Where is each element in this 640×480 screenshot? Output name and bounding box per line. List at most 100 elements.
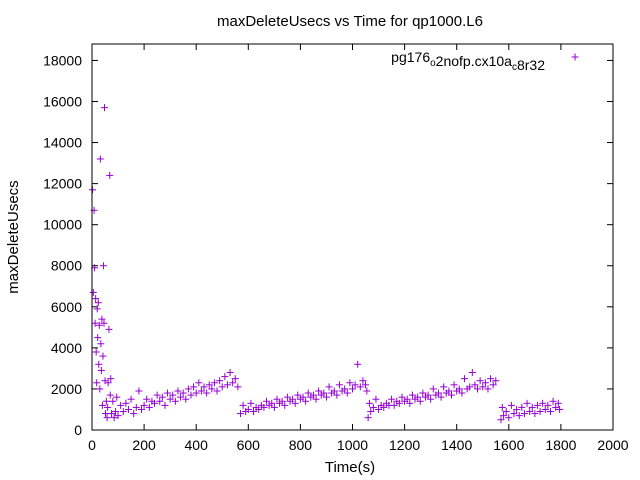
data-point: [98, 315, 106, 323]
data-point: [388, 395, 396, 403]
data-point: [484, 385, 492, 393]
legend-marker-plus: [571, 53, 579, 61]
data-point: [164, 389, 172, 397]
data-point: [229, 379, 237, 387]
data-point: [151, 399, 159, 407]
data-point: [341, 385, 349, 393]
data-point: [349, 385, 356, 393]
data-point: [95, 321, 103, 329]
data-point: [106, 391, 114, 399]
data-point: [101, 104, 109, 112]
data-point: [213, 387, 221, 395]
data-point: [363, 387, 371, 395]
data-point: [476, 377, 484, 385]
data-point: [513, 405, 521, 413]
data-point: [403, 395, 411, 403]
plot-frame: [91, 43, 614, 431]
data-point: [92, 348, 100, 356]
data-point: [458, 389, 466, 397]
data-point: [156, 397, 164, 405]
data-point: [223, 381, 231, 389]
y-tick-label: 18000: [43, 52, 82, 68]
data-point: [380, 403, 388, 411]
data-point: [455, 385, 463, 393]
data-point: [263, 397, 271, 405]
data-point: [515, 412, 523, 420]
data-point: [132, 403, 140, 411]
data-point: [174, 387, 182, 395]
data-point: [103, 414, 111, 422]
data-point: [531, 410, 539, 418]
x-tick-label: 2000: [597, 437, 628, 453]
data-point: [549, 397, 557, 405]
data-point: [518, 403, 526, 411]
data-point: [395, 399, 403, 407]
data-point: [466, 383, 474, 391]
data-point: [102, 410, 110, 418]
data-point: [221, 373, 229, 381]
data-point: [179, 389, 187, 397]
data-point: [541, 405, 549, 413]
data-point: [91, 319, 99, 327]
x-tick-label: 200: [132, 437, 156, 453]
data-point: [130, 410, 138, 418]
data-point: [434, 389, 442, 397]
data-point: [408, 391, 416, 399]
data-point: [145, 403, 153, 411]
data-point: [177, 393, 185, 401]
data-point: [93, 305, 101, 313]
y-tick-label: 6000: [51, 299, 82, 315]
data-point: [343, 389, 351, 397]
data-point: [205, 381, 213, 389]
data-point: [450, 381, 458, 389]
data-points: [89, 104, 564, 424]
y-tick-label: 2000: [51, 381, 82, 397]
data-point: [114, 412, 122, 420]
data-point: [104, 403, 112, 411]
data-point: [487, 375, 495, 383]
data-point: [507, 401, 515, 409]
data-point: [93, 379, 101, 387]
data-point: [398, 393, 406, 401]
data-point: [268, 399, 276, 407]
data-point: [231, 375, 239, 383]
data-point: [365, 399, 373, 407]
data-point: [489, 381, 497, 389]
data-point: [359, 377, 367, 385]
data-point: [127, 395, 135, 403]
data-point: [424, 391, 432, 399]
y-tick-label: 10000: [43, 217, 82, 233]
data-point: [468, 369, 476, 377]
x-tick-label: 0: [88, 437, 96, 453]
data-point: [299, 393, 307, 401]
data-point: [216, 377, 224, 385]
data-point: [333, 391, 341, 399]
data-point: [364, 414, 372, 422]
data-point: [427, 395, 435, 403]
data-point: [523, 399, 531, 407]
data-point: [94, 334, 102, 342]
data-point: [92, 295, 100, 303]
data-point: [98, 401, 106, 409]
data-point: [291, 399, 299, 407]
data-point: [479, 383, 487, 391]
data-point: [100, 319, 108, 327]
data-point: [294, 391, 302, 399]
x-tick-label: 400: [185, 437, 209, 453]
data-point: [492, 377, 500, 385]
data-point: [536, 408, 544, 416]
data-point: [375, 405, 383, 413]
data-point: [533, 401, 541, 409]
data-point: [200, 383, 208, 391]
data-point: [109, 397, 117, 405]
data-point: [440, 383, 448, 391]
data-point: [505, 414, 513, 422]
data-point: [474, 385, 482, 393]
data-point: [351, 381, 359, 389]
data-point: [137, 405, 145, 413]
data-point: [497, 416, 505, 424]
data-point: [281, 401, 289, 409]
data-point: [110, 414, 118, 422]
data-point: [153, 391, 161, 399]
